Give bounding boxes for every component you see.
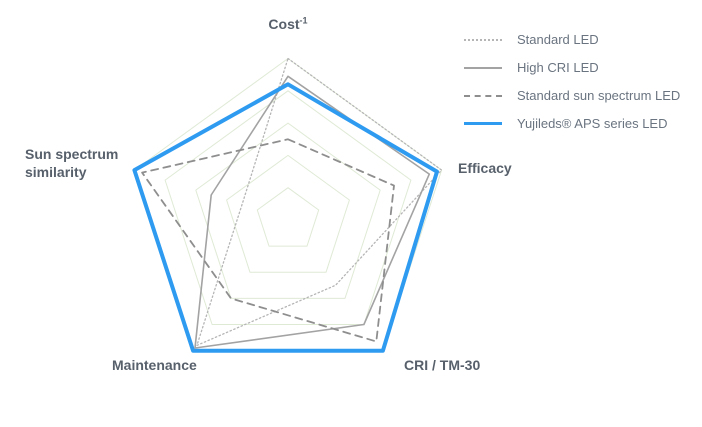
series-polygon-high-cri-led <box>194 75 431 349</box>
legend-label: Yujileds® APS series LED <box>517 116 668 131</box>
axis-label-cri-tm30: CRI / TM-30 <box>404 357 481 373</box>
series-polygon-yujileds-aps-series-led <box>132 82 439 353</box>
dotted-line-swatch-icon <box>464 38 502 41</box>
legend-item-high-cri-led: High CRI LED <box>464 59 680 76</box>
legend-item-standard-led: Standard LED <box>464 31 680 48</box>
blue-line-swatch-icon <box>464 122 502 125</box>
axis-label-efficacy: Efficacy <box>458 160 512 176</box>
chart-legend: Standard LED High CRI LED Standard sun s… <box>464 31 680 132</box>
grid-ring-1 <box>256 187 320 247</box>
legend-label: High CRI LED <box>517 60 599 75</box>
axis-label-cost-superscript: -1 <box>299 15 308 26</box>
axis-label-cost-text: Cost <box>268 16 300 32</box>
grid-ring-4 <box>164 90 412 325</box>
legend-label: Standard LED <box>517 32 599 47</box>
legend-label: Standard sun spectrum LED <box>517 88 681 103</box>
series-polygon-standard-sun-spectrum-led <box>141 138 395 343</box>
dashed-line-swatch-icon <box>464 94 502 97</box>
legend-item-yujileds-aps-led: Yujileds® APS series LED <box>464 115 680 132</box>
grid-ring-2 <box>226 154 350 273</box>
grid-ring-3 <box>195 122 381 299</box>
axis-label-sun-spectrum-similarity: Sun spectrum similarity <box>25 146 119 180</box>
series-polygon-standard-led <box>196 57 443 347</box>
axis-label-cost: Cost-1 <box>228 16 348 34</box>
solid-line-swatch-icon <box>464 66 502 69</box>
axis-label-maintenance: Maintenance <box>112 357 197 373</box>
legend-item-standard-sun-spectrum-led: Standard sun spectrum LED <box>464 87 680 104</box>
